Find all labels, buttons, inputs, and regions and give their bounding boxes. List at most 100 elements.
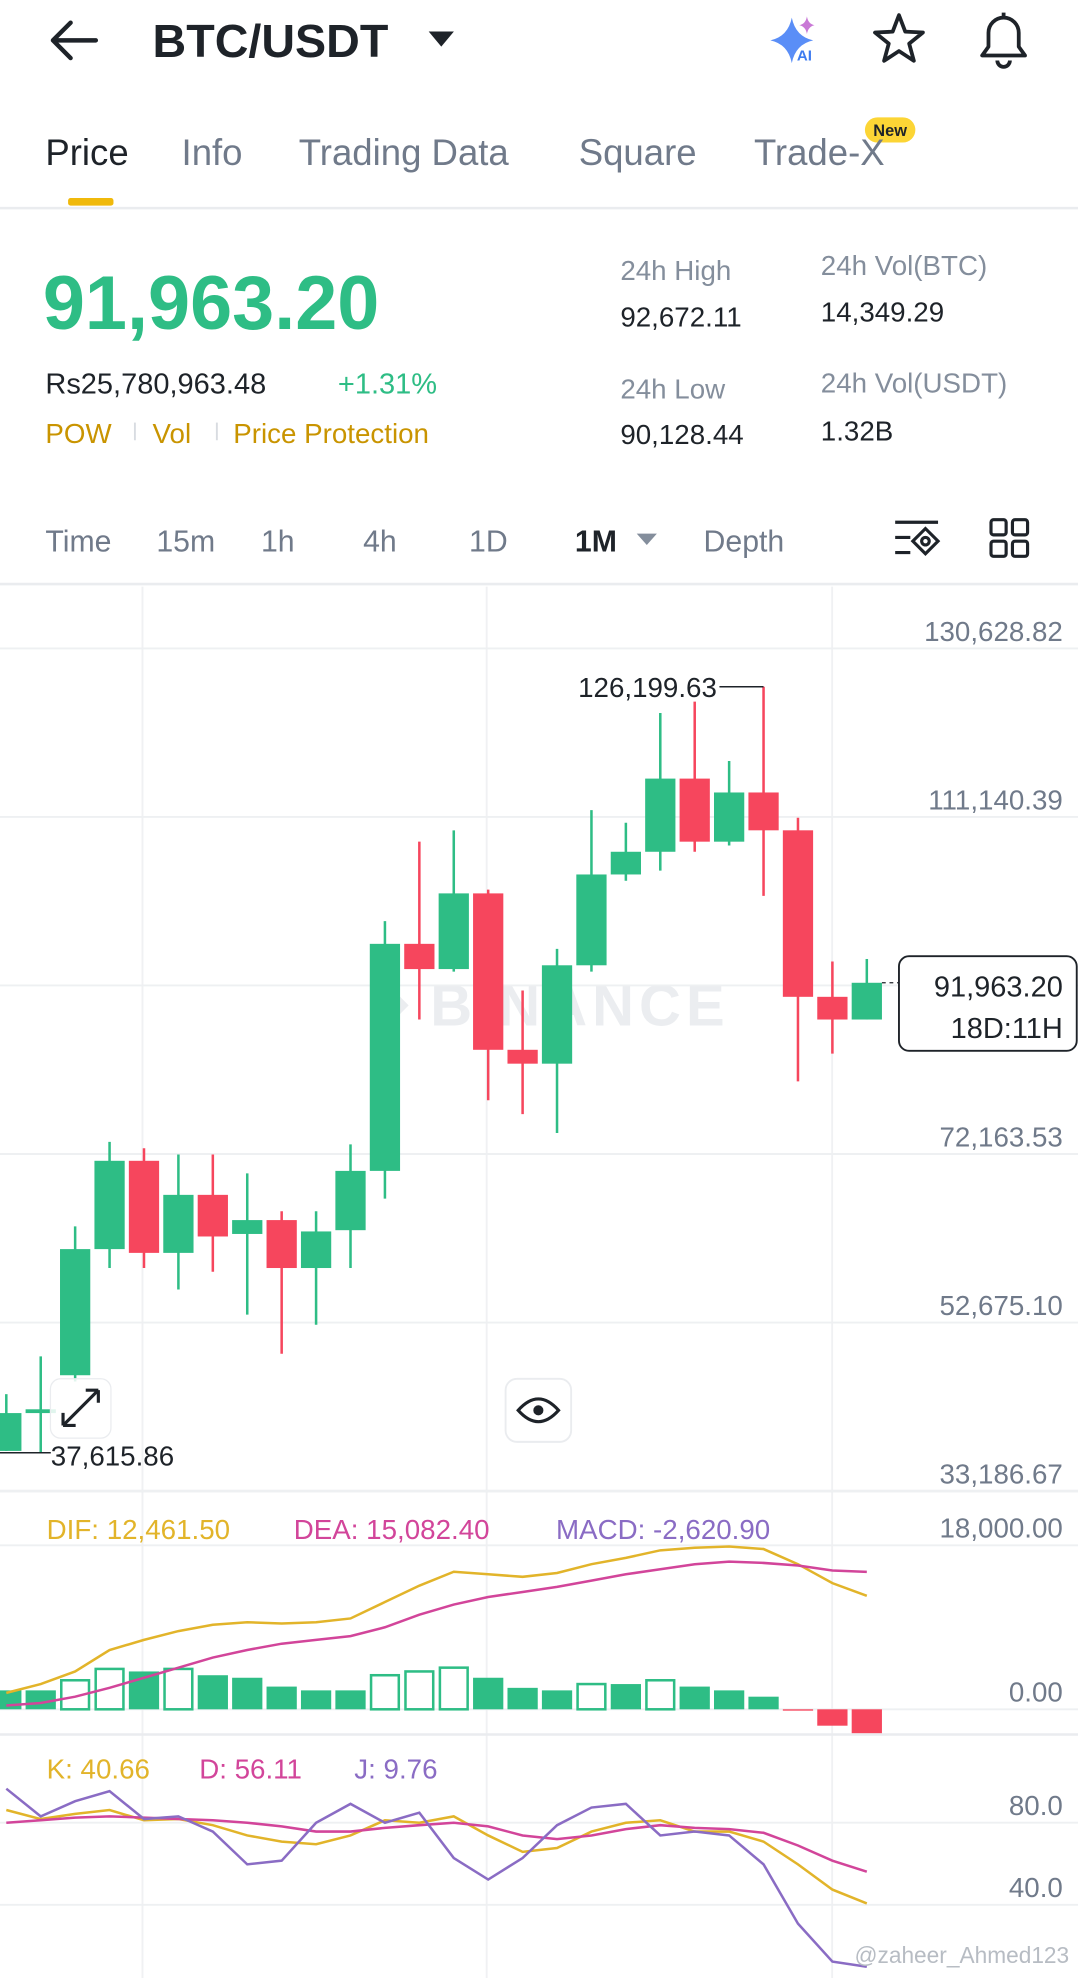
- stat-value: 1.32B: [821, 415, 893, 446]
- kdj-legend: J: 9.76: [354, 1754, 437, 1785]
- ai-icon[interactable]: [770, 17, 814, 64]
- favorite-star[interactable]: [873, 13, 925, 63]
- candle-body: [404, 943, 435, 970]
- kdj-line: [5, 1808, 868, 1905]
- macd-bar: [748, 1696, 779, 1710]
- macd-legend: MACD: -2,620.90: [556, 1514, 770, 1545]
- macd-bar: [438, 1666, 469, 1711]
- macd-bar: [404, 1670, 435, 1711]
- tab[interactable]: Trading Data: [299, 132, 510, 173]
- tab[interactable]: Info: [182, 132, 243, 173]
- interval-option[interactable]: Time: [45, 525, 111, 558]
- macd-bar: [335, 1690, 366, 1710]
- stat-value: 92,672.11: [620, 302, 741, 333]
- local-price: Rs25,780,963.48: [45, 369, 266, 401]
- macd-bar: [576, 1682, 607, 1711]
- y-tick-label: 130,628.82: [924, 616, 1063, 647]
- interval-option[interactable]: 1D: [469, 525, 508, 558]
- macd-line: [5, 1545, 868, 1695]
- macd-bar: [197, 1675, 228, 1710]
- interval-option[interactable]: Depth: [704, 525, 785, 558]
- interval-option[interactable]: 1h: [261, 525, 295, 558]
- macd-bar: [679, 1686, 710, 1710]
- macd-bar: [714, 1690, 745, 1710]
- stat-label: 24h Vol(USDT): [821, 367, 1007, 398]
- eye-pupil: [533, 1405, 544, 1416]
- interval-dropdown[interactable]: [636, 533, 657, 545]
- vertical-grid: [141, 586, 834, 1978]
- macd-bar: [0, 1690, 22, 1710]
- candle-countdown: 18D:11H: [951, 1013, 1063, 1045]
- notification-bell[interactable]: [980, 12, 1027, 69]
- macd-bar: [473, 1677, 504, 1710]
- candle-body: [507, 1049, 538, 1064]
- last-price: 91,963.20: [43, 262, 379, 346]
- candle-body: [576, 874, 607, 966]
- candle-body: [817, 996, 848, 1020]
- macd-bar: [645, 1679, 676, 1711]
- low-label: 37,615.86: [51, 1440, 174, 1471]
- macd-bar: [300, 1690, 332, 1710]
- ticker-tag[interactable]: Vol: [153, 418, 192, 449]
- new-badge: New: [873, 122, 907, 140]
- candle-body: [473, 893, 504, 1050]
- kdj-line: [5, 1787, 868, 1969]
- ticker-tag[interactable]: Price Protection: [233, 418, 429, 449]
- candle-body: [197, 1194, 228, 1237]
- macd-bar: [782, 1709, 814, 1711]
- macd-line: [6, 1560, 867, 1707]
- candle-body: [0, 1413, 22, 1451]
- macd-bar: [507, 1687, 538, 1710]
- stat-value: 14,349.29: [821, 297, 944, 328]
- last-price-tag: 91,963.20: [934, 972, 1063, 1004]
- y-tick-label: 40.0: [1009, 1872, 1063, 1903]
- macd-legend: DEA: 15,082.40: [294, 1514, 490, 1545]
- fullscreen-icon: [61, 1388, 100, 1428]
- y-tick-label: 18,000.00: [940, 1513, 1063, 1544]
- interval-option[interactable]: 4h: [363, 525, 397, 558]
- macd-bar: [817, 1709, 848, 1726]
- candle-body: [714, 792, 745, 842]
- indicator-settings-icon[interactable]: [895, 520, 941, 557]
- macd-legend: DIF: 12,461.50: [47, 1514, 230, 1545]
- tab[interactable]: Trade-X: [754, 132, 885, 173]
- candle-body: [782, 830, 814, 997]
- stat-label: 24h Vol(BTC): [821, 250, 987, 281]
- candle-body: [369, 943, 401, 1171]
- macd-bar: [851, 1709, 882, 1734]
- credit-watermark: @zaheer_Ahmed123: [854, 1942, 1069, 1968]
- candle-body: [60, 1249, 91, 1376]
- y-tick-label: 80.0: [1009, 1790, 1063, 1821]
- candle-body: [163, 1194, 194, 1253]
- ticker-tag[interactable]: POW: [45, 418, 112, 449]
- tab[interactable]: Price: [45, 132, 128, 173]
- new-badge-bg: [864, 117, 916, 143]
- candle-body: [645, 778, 676, 852]
- pair-dropdown[interactable]: [428, 31, 454, 47]
- back-button[interactable]: [50, 20, 99, 61]
- layout-grid-icon[interactable]: [989, 518, 1030, 558]
- kdj-legend: D: 56.11: [199, 1754, 302, 1785]
- y-tick-label: 72,163.53: [940, 1121, 1063, 1152]
- candle-body: [266, 1220, 297, 1269]
- pair-title[interactable]: BTC/USDT: [153, 15, 389, 67]
- candle-body: [232, 1220, 263, 1234]
- candle-body: [748, 792, 779, 831]
- candle-body: [335, 1170, 366, 1231]
- candle-body: [541, 965, 573, 1064]
- high-label: 126,199.63: [578, 672, 717, 703]
- tab[interactable]: Square: [579, 132, 697, 173]
- ai-badge: AI: [797, 48, 812, 65]
- stat-label: 24h Low: [620, 374, 726, 405]
- candle-body: [851, 982, 882, 1020]
- macd-bar: [610, 1684, 642, 1710]
- interval-option[interactable]: 1M: [575, 525, 617, 558]
- candle-body: [438, 893, 469, 970]
- candle-body: [610, 851, 642, 875]
- eye-icon: [516, 1397, 561, 1424]
- candle-body: [94, 1160, 125, 1250]
- interval-option[interactable]: 15m: [156, 525, 215, 558]
- candle-body: [300, 1231, 332, 1269]
